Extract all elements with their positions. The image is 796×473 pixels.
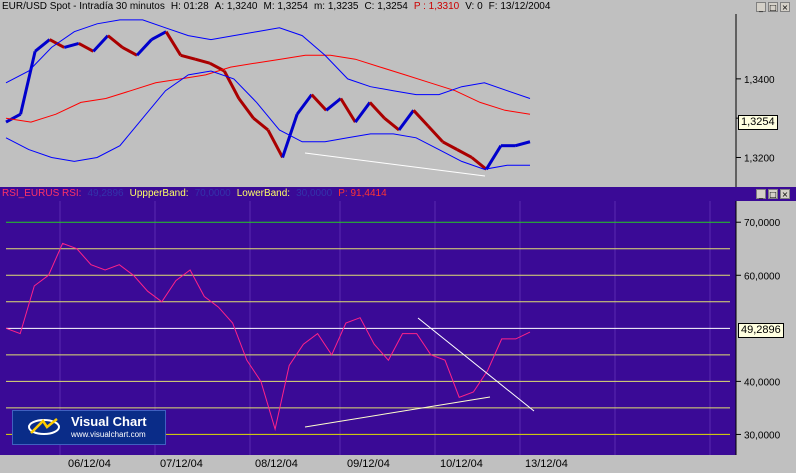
price-candle-segment xyxy=(470,156,488,171)
price-pane-title: EUR/USD Spot - Intradía 30 minutos H: 01:… xyxy=(0,0,796,14)
price-candle-segment xyxy=(368,101,386,120)
price-candle-segment xyxy=(63,42,80,49)
rsi-title-part: P: 91,4414 xyxy=(338,188,387,199)
rsi-resistance-trendline xyxy=(417,317,535,412)
price-title-part: F: 13/12/2004 xyxy=(488,1,551,12)
price-title-part: H: 01:28 xyxy=(170,1,209,12)
upper-bollinger-band xyxy=(5,19,531,99)
minimize-button[interactable]: _ xyxy=(756,2,766,12)
price-candle-segment xyxy=(106,34,124,49)
date-tick-label: 08/12/04 xyxy=(255,458,298,470)
price-candle-segment xyxy=(485,144,503,171)
price-candle-segment xyxy=(354,101,372,123)
rsi-tick-label: 30,0000 xyxy=(744,430,781,441)
close-button[interactable]: × xyxy=(780,2,790,12)
price-candle-segment xyxy=(441,140,458,151)
price-candle-segment xyxy=(266,129,284,159)
rsi-close-button[interactable]: × xyxy=(780,189,790,199)
visual-chart-logo: Visual Chart www.visualchart.com xyxy=(12,410,166,445)
rsi-title-part: UppperBand: xyxy=(129,188,189,199)
price-candle-segment xyxy=(92,34,109,53)
rsi-last-value-label: 49,2896 xyxy=(738,323,784,338)
rsi-title-part: 70,0000 xyxy=(194,188,231,199)
date-axis: 06/12/04 07/12/04 08/12/04 09/12/04 10/12/04… xyxy=(0,455,796,473)
price-candle-segment xyxy=(295,93,313,116)
price-plot-area xyxy=(0,14,736,187)
rsi-title-part: 30,0000 xyxy=(296,188,333,199)
date-tick-label: 10/12/04 xyxy=(440,458,483,470)
price-title-part: C: 1,3254 xyxy=(364,1,408,12)
moving-average-line xyxy=(5,54,531,123)
logo-name: Visual Chart xyxy=(71,414,147,429)
rsi-minimize-button[interactable]: _ xyxy=(756,189,766,199)
price-candle-segment xyxy=(223,70,241,100)
price-candle-segment xyxy=(456,148,473,159)
price-candle-segment xyxy=(237,97,255,120)
date-tick-label: 09/12/04 xyxy=(347,458,390,470)
price-candle-segment xyxy=(78,42,95,53)
price-candle-segment xyxy=(150,30,167,41)
price-candle-segment xyxy=(135,38,153,57)
price-tick-label: 1,3200 xyxy=(744,153,775,164)
price-candle-segment xyxy=(194,57,211,65)
price-candle-segment xyxy=(339,97,357,123)
price-candle-segment xyxy=(121,46,138,57)
lower-bollinger-band xyxy=(5,70,530,170)
price-title-part: V: 0 xyxy=(465,1,483,12)
rsi-title-part: LowerBand: xyxy=(236,188,291,199)
rsi-maximize-button[interactable]: □ xyxy=(768,189,778,199)
rsi-tick-label: 40,0000 xyxy=(744,377,781,388)
price-axis-area xyxy=(736,14,796,187)
rsi-tick-label: 60,0000 xyxy=(744,271,781,282)
date-tick-label: 06/12/04 xyxy=(68,458,111,470)
price-candle-segment xyxy=(515,140,531,148)
rsi-pane-title: RSI_EURUS RSI: 49,2896 UppperBand: 70,0000 L… xyxy=(0,187,796,201)
visual-chart-logo-icon xyxy=(28,418,60,435)
rsi-title-part: RSI_EURUS RSI: xyxy=(2,188,82,199)
last-price-label: 1,3254 xyxy=(738,115,778,130)
price-candle-segment xyxy=(325,97,342,112)
price-candle-segment xyxy=(164,30,182,57)
price-candle-segment xyxy=(427,125,444,143)
price-candle-segment xyxy=(34,38,51,53)
price-candle-segment xyxy=(310,93,328,112)
price-title-part: M: 1,3254 xyxy=(263,1,308,12)
date-tick-label: 13/12/04 xyxy=(525,458,568,470)
price-candle-segment xyxy=(383,117,400,132)
price-trendline xyxy=(304,152,486,177)
price-pane[interactable]: EUR/USD Spot - Intradía 30 minutos H: 01:… xyxy=(0,0,796,187)
price-title-part: P : 1,3310 xyxy=(413,1,460,12)
price-candle-segment xyxy=(252,117,269,132)
date-tick-label: 07/12/04 xyxy=(160,458,203,470)
price-title-part: A: 1,3240 xyxy=(214,1,258,12)
price-candle-segment xyxy=(5,112,22,124)
rsi-tick-label: 70,0000 xyxy=(744,218,781,229)
rsi-title-part: 49,2896 xyxy=(87,188,124,199)
price-tick-label: 1,3400 xyxy=(744,75,775,86)
price-candle-segment xyxy=(180,53,196,61)
price-candle-segment xyxy=(19,51,37,115)
price-candle-segment xyxy=(397,109,415,131)
logo-url: www.visualchart.com xyxy=(71,430,146,439)
price-candle-segment xyxy=(412,109,430,128)
maximize-button[interactable]: □ xyxy=(768,2,778,12)
rsi-support-trendline xyxy=(304,396,491,428)
rsi-line xyxy=(5,242,531,432)
price-title-part: EUR/USD Spot - Intradía 30 minutos xyxy=(2,1,165,12)
price-title-part: m: 1,3235 xyxy=(313,1,359,12)
